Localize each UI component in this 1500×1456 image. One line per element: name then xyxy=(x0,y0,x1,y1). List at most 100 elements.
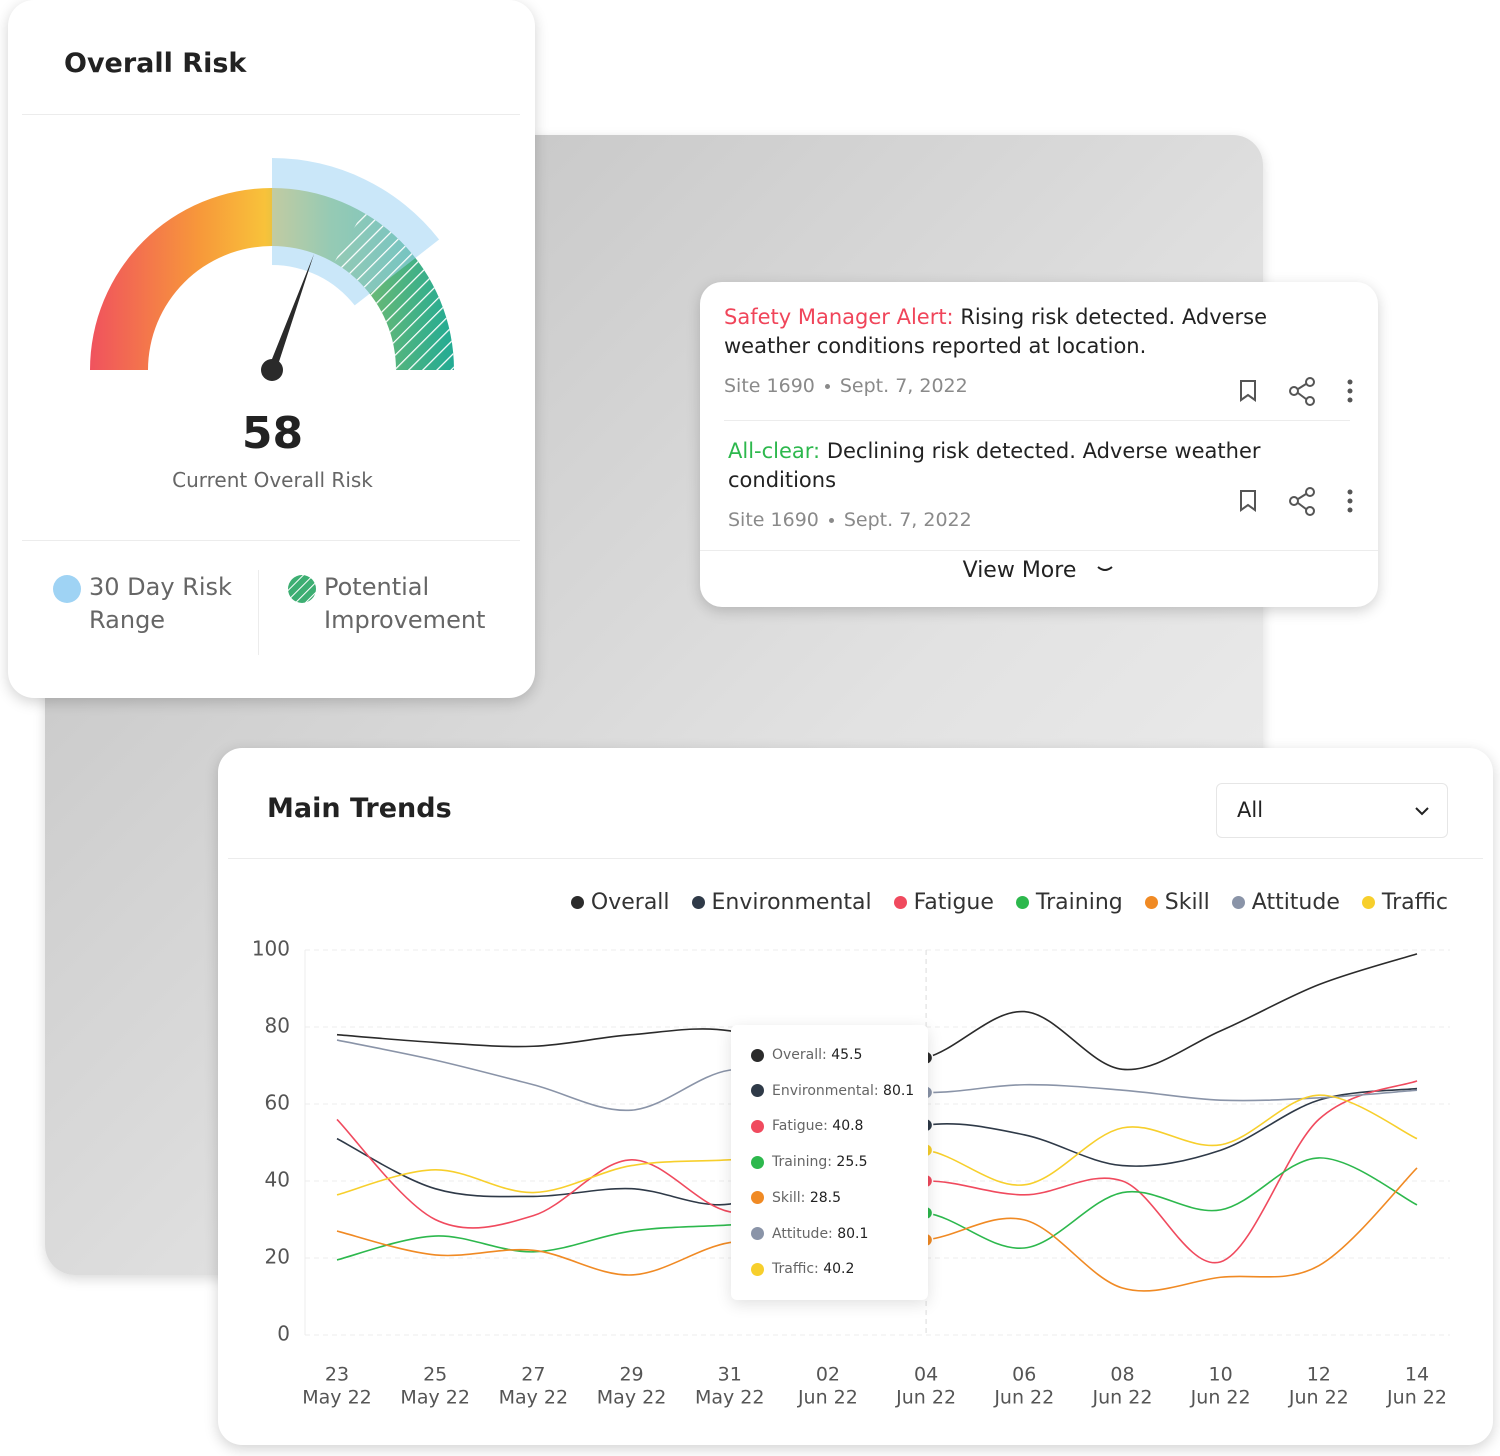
share-icon[interactable] xyxy=(1289,377,1315,406)
tooltip-swatch xyxy=(751,1119,764,1133)
x-tick-label: May 22 xyxy=(499,1387,569,1409)
y-tick-label: 100 xyxy=(252,937,290,961)
tooltip-row: Environmental: 80.1 xyxy=(751,1083,914,1099)
x-tick-label: 04 xyxy=(914,1364,938,1386)
legend-item: Attitude xyxy=(1231,890,1340,915)
alert-site: Site 1690 xyxy=(728,509,819,531)
legend-item: Fatigue xyxy=(893,890,994,915)
divider xyxy=(724,420,1350,421)
tooltip-swatch xyxy=(751,1048,764,1062)
x-tick-label: 31 xyxy=(718,1364,742,1386)
divider xyxy=(228,858,1483,859)
divider xyxy=(22,114,520,115)
x-tick-label: May 22 xyxy=(302,1387,372,1409)
view-more[interactable]: View More xyxy=(700,558,1378,583)
dropdown-arrow xyxy=(1415,807,1429,816)
tooltip-label: Traffic: xyxy=(772,1261,819,1278)
legend-label: Attitude xyxy=(1251,890,1340,915)
bookmark-icon[interactable] xyxy=(1240,380,1256,402)
x-tick-label: May 22 xyxy=(400,1387,470,1409)
legend-swatch xyxy=(288,575,316,603)
tooltip-swatch xyxy=(751,1155,764,1169)
more-icon[interactable] xyxy=(1347,489,1353,513)
x-tick-label: Jun 22 xyxy=(1288,1387,1349,1409)
tooltip-row: Traffic: 40.2 xyxy=(751,1261,854,1277)
legend-swatch xyxy=(1144,896,1158,909)
tooltip-row: Fatigue: 40.8 xyxy=(751,1118,863,1134)
y-tick-label: 0 xyxy=(277,1322,290,1346)
legend-label: Potential Improvement xyxy=(324,573,486,634)
tooltip-label: Attitude: xyxy=(772,1225,833,1242)
x-tick-label: Jun 22 xyxy=(1092,1387,1153,1409)
legend-swatch xyxy=(1361,896,1375,909)
tooltip-label: Overall: xyxy=(772,1047,827,1063)
legend-swatch xyxy=(893,896,907,909)
y-tick-label: 20 xyxy=(265,1245,290,1269)
tooltip-swatch xyxy=(751,1191,764,1205)
x-tick-label: 06 xyxy=(1012,1364,1036,1386)
legend-item: Traffic xyxy=(1361,890,1448,915)
alert-text: Rising risk detected. Adverse weather co… xyxy=(724,305,1268,358)
divider xyxy=(22,540,520,541)
gauge-label: Current Overall Risk xyxy=(172,468,373,492)
tooltip-value: 45.5 xyxy=(831,1047,863,1063)
tooltip-row: Attitude: 80.1 xyxy=(751,1226,868,1242)
tooltip-value: 80.1 xyxy=(837,1225,869,1242)
x-tick-label: 29 xyxy=(619,1364,643,1386)
tooltip-value: 80.1 xyxy=(883,1082,915,1099)
legend-label: Overall xyxy=(590,890,670,915)
tooltip-swatch xyxy=(751,1084,764,1098)
card-title: Main Trends xyxy=(267,793,452,824)
legend-item: Skill xyxy=(1144,890,1210,915)
y-tick-label: 60 xyxy=(265,1091,290,1115)
dropdown-value[interactable]: All xyxy=(1237,798,1264,822)
tooltip-label: Training: xyxy=(772,1154,832,1171)
x-tick-label: Jun 22 xyxy=(1190,1387,1251,1409)
x-tick-label: 02 xyxy=(816,1364,840,1386)
alert: Safety Manager Alert: Rising risk detect… xyxy=(724,303,1324,361)
tooltip-label: Environmental: xyxy=(772,1082,879,1099)
gauge xyxy=(90,158,454,381)
tooltip-value: 40.2 xyxy=(823,1261,855,1278)
legend-swatch xyxy=(1015,896,1029,909)
card-title: Overall Risk xyxy=(64,48,247,79)
x-tick-label: 23 xyxy=(325,1364,349,1386)
tooltip-row: Skill: 28.5 xyxy=(751,1190,841,1206)
alert-text: Declining risk detected. Adverse weather… xyxy=(728,439,1261,492)
legend-swatch xyxy=(691,896,705,909)
tooltip-value: 40.8 xyxy=(832,1118,864,1135)
needle-hub xyxy=(261,359,283,381)
alert-meta: Site 1690 Sept. 7, 2022 xyxy=(724,375,968,397)
gauge-needle xyxy=(268,254,314,371)
improvement-hatch xyxy=(334,212,454,370)
x-tick-label: 08 xyxy=(1110,1364,1134,1386)
legend-label: Fatigue xyxy=(913,890,994,915)
legend-label: Skill xyxy=(1164,890,1210,915)
view-more-label[interactable]: View More xyxy=(962,558,1077,583)
legend-item: Training xyxy=(1015,890,1123,915)
x-tick-label: May 22 xyxy=(695,1387,765,1409)
chart-tooltip: Overall: 45.5 Environmental: 80.1 Fatigue:… xyxy=(731,1025,928,1300)
alerts-card xyxy=(700,282,1378,607)
x-tick-label: Jun 22 xyxy=(993,1387,1054,1409)
share-icon[interactable] xyxy=(1289,487,1315,516)
legend-swatch xyxy=(1231,896,1245,909)
filter-dropdown[interactable]: All xyxy=(1216,783,1448,838)
legend-item: Environmental xyxy=(691,890,872,915)
legend-swatch xyxy=(53,575,81,603)
divider xyxy=(700,550,1378,551)
tooltip-text: Training: 25.5 xyxy=(772,1154,868,1170)
tooltip-label: Skill: xyxy=(772,1189,806,1206)
tooltip-text: Skill: 28.5 xyxy=(772,1190,841,1206)
tooltip-value: 25.5 xyxy=(836,1154,868,1171)
bookmark-icon[interactable] xyxy=(1240,490,1256,512)
y-tick-label: 80 xyxy=(265,1014,290,1038)
tooltip-row: Overall: 45.5 xyxy=(751,1047,862,1063)
alert: All-clear: Declining risk detected. Adve… xyxy=(728,437,1308,495)
more-icon[interactable] xyxy=(1347,379,1353,403)
tooltip-text: Overall: 45.5 xyxy=(772,1047,862,1063)
legend-label: Environmental xyxy=(711,890,872,915)
tooltip-text: Attitude: 80.1 xyxy=(772,1226,868,1242)
